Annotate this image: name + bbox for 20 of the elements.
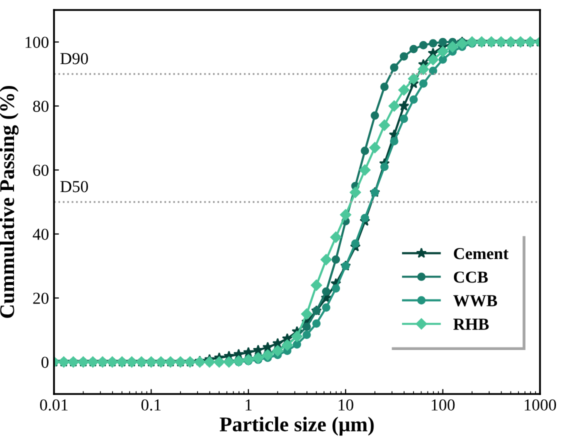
y-tick-label: 40 [32,228,49,240]
x-axis-title: Particle size (μm) [220,416,374,436]
y-tick-label: 0 [41,356,49,368]
y-axis-title: Cummulative Passing (%) [0,86,19,318]
x-tick-label: 10 [338,399,354,411]
y-tick-label: 60 [33,164,49,176]
ref-line-label: D90 [60,52,88,64]
x-tick-label: 1 [246,399,252,410]
ref-line-label: D50 [60,180,88,192]
x-tick-label: 100 [432,399,455,411]
x-tick-label: 0.1 [141,399,161,411]
x-tick-label: 1000 [524,399,556,411]
legend-label: CCB [454,272,488,283]
x-tick-label: 0.01 [40,399,68,411]
y-tick-label: 80 [33,100,49,112]
y-tick-label: 100 [26,36,49,48]
legend-label: RHB [453,318,489,330]
legend-label: WWB [453,295,498,306]
legend-label: Cement [454,248,509,260]
y-tick-label: 20 [33,292,49,304]
